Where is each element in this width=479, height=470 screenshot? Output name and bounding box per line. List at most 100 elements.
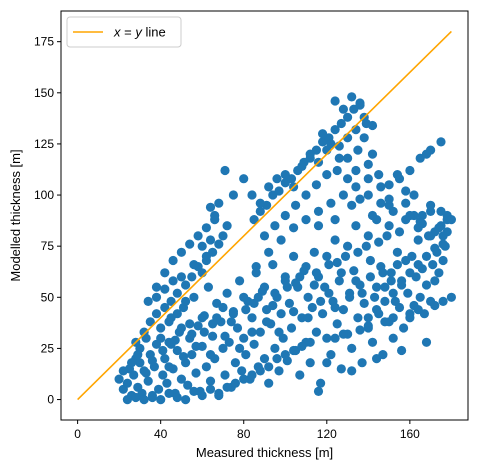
data-point-150 xyxy=(428,260,438,270)
data-point-190 xyxy=(330,302,340,313)
data-point-398 xyxy=(343,241,353,251)
data-point-196 xyxy=(372,282,382,292)
data-point-191 xyxy=(336,268,346,278)
data-point-252 xyxy=(384,180,394,190)
data-point-74 xyxy=(270,343,280,353)
data-point-377 xyxy=(338,104,348,114)
data-point-357 xyxy=(181,296,191,306)
data-point-333 xyxy=(397,345,407,356)
data-point-245 xyxy=(311,180,321,190)
data-point-241 xyxy=(270,221,280,231)
data-point-151 xyxy=(430,276,440,286)
data-point-21 xyxy=(160,354,170,364)
data-point-401 xyxy=(374,237,384,247)
data-point-410 xyxy=(438,231,448,241)
data-point-64 xyxy=(249,339,259,349)
data-point-174 xyxy=(220,331,230,341)
data-point-133 xyxy=(392,247,402,257)
data-point-2 xyxy=(122,378,132,388)
data-point-188 xyxy=(316,296,326,306)
data-point-394 xyxy=(301,262,311,272)
data-point-254 xyxy=(405,165,415,176)
data-point-409 xyxy=(446,215,456,225)
data-point-213 xyxy=(218,231,228,241)
data-point-101 xyxy=(326,350,336,360)
data-point-116 xyxy=(357,358,367,368)
y-tick-label-50: 50 xyxy=(41,290,55,304)
data-point-306 xyxy=(172,392,182,403)
data-point-349 xyxy=(205,202,216,212)
data-point-140 xyxy=(407,251,417,261)
reference-line-layer xyxy=(77,30,452,401)
data-point-400 xyxy=(363,231,373,241)
data-point-220 xyxy=(249,215,259,225)
data-point-323 xyxy=(313,386,324,396)
data-point-341 xyxy=(151,282,162,292)
data-point-305 xyxy=(164,388,174,398)
data-point-366 xyxy=(280,170,290,180)
data-point-283 xyxy=(343,174,353,184)
data-point-309 xyxy=(197,390,207,401)
data-point-337 xyxy=(430,300,440,311)
data-point-318 xyxy=(272,354,282,364)
data-point-359 xyxy=(164,317,174,327)
data-point-136 xyxy=(399,323,409,333)
data-point-81 xyxy=(284,298,294,308)
data-point-13 xyxy=(143,376,153,386)
data-point-171 xyxy=(199,327,209,337)
data-point-395 xyxy=(311,268,321,278)
data-point-235 xyxy=(343,112,353,122)
data-point-351 xyxy=(189,260,199,270)
data-point-215 xyxy=(197,241,207,251)
data-point-205 xyxy=(166,296,176,306)
data-point-316 xyxy=(255,366,265,376)
legend-var-x: x xyxy=(113,25,121,40)
data-point-96 xyxy=(316,378,326,388)
data-point-18 xyxy=(154,384,164,394)
data-point-214 xyxy=(222,221,232,231)
legend: x = y line xyxy=(66,16,182,48)
x-tick-label-80: 80 xyxy=(237,427,251,441)
legend-var-y: y xyxy=(134,25,143,40)
data-point-186 xyxy=(303,313,313,323)
data-point-60 xyxy=(241,350,251,360)
data-point-176 xyxy=(235,343,245,353)
data-point-22 xyxy=(162,378,172,388)
data-point-77 xyxy=(276,309,286,319)
data-point-279 xyxy=(355,194,365,204)
y-tick-label-0: 0 xyxy=(47,393,54,407)
data-point-282 xyxy=(334,153,344,163)
legend-box xyxy=(66,16,182,48)
data-point-93 xyxy=(309,247,319,257)
data-point-402 xyxy=(384,221,394,231)
data-points xyxy=(114,92,456,405)
data-point-310 xyxy=(205,384,216,394)
data-point-278 xyxy=(367,210,378,221)
data-point-131 xyxy=(388,333,398,343)
data-point-317 xyxy=(264,362,274,372)
data-point-130 xyxy=(386,268,396,278)
data-point-163 xyxy=(141,368,151,378)
data-point-104 xyxy=(332,319,342,329)
data-point-218 xyxy=(220,165,230,176)
data-point-389 xyxy=(249,298,259,308)
data-point-312 xyxy=(222,382,232,392)
data-point-346 xyxy=(193,231,203,241)
xy-reference-line xyxy=(77,30,452,401)
data-point-224 xyxy=(274,186,284,196)
data-point-270 xyxy=(376,198,386,208)
data-point-112 xyxy=(349,266,359,276)
data-point-303 xyxy=(147,390,157,401)
data-point-387 xyxy=(228,309,238,319)
data-point-242 xyxy=(280,210,290,221)
data-point-20 xyxy=(158,370,168,380)
data-point-336 xyxy=(421,337,432,347)
data-point-207 xyxy=(181,280,191,290)
data-point-417 xyxy=(380,296,390,306)
data-point-261 xyxy=(264,247,274,257)
data-point-175 xyxy=(226,317,236,327)
data-point-361 xyxy=(239,174,249,184)
data-point-263 xyxy=(289,223,299,233)
data-point-308 xyxy=(189,386,199,396)
